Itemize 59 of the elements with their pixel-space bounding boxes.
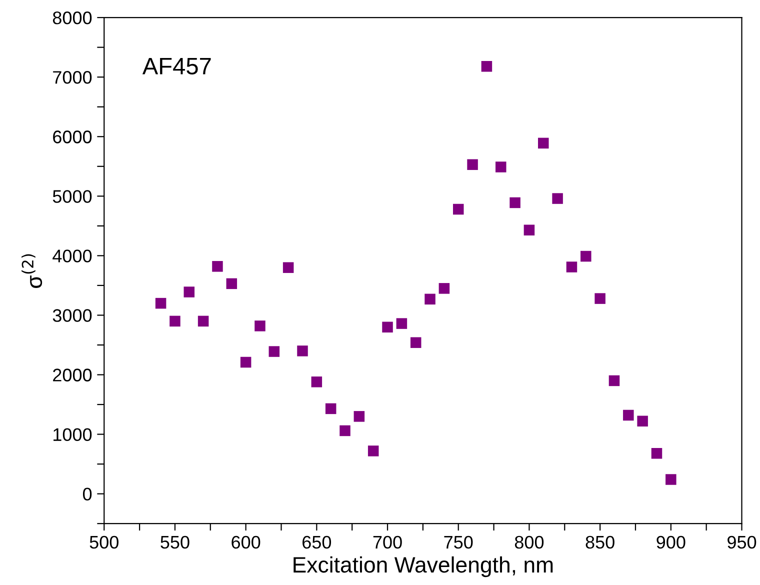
point	[382, 322, 393, 332]
point	[608, 375, 620, 386]
x-tick-label: 500	[90, 536, 118, 549]
point	[637, 416, 648, 427]
x-tick-label: 950	[728, 536, 756, 549]
point	[155, 298, 166, 309]
y-tick-label: 0	[82, 488, 92, 501]
point	[212, 261, 223, 272]
x-tick-label: 750	[444, 536, 473, 549]
point	[552, 193, 563, 204]
point	[467, 159, 478, 170]
annotation: AF457	[142, 58, 211, 74]
y-tick-label: 7000	[53, 71, 92, 84]
y-tick-label: 1000	[54, 428, 92, 441]
point	[666, 474, 676, 485]
x-tick-label: 650	[302, 536, 332, 549]
point	[495, 162, 506, 172]
point	[254, 320, 266, 332]
point	[524, 224, 535, 236]
x-tick-label: 850	[586, 536, 614, 549]
y-tick-label: 5000	[52, 190, 92, 203]
y-tick-label: 6000	[53, 130, 92, 144]
point	[311, 376, 322, 388]
y-axis-title: σ$^{(2)}$	[22, 254, 42, 288]
point	[240, 356, 252, 368]
point	[438, 283, 450, 294]
y-tick-label: 8000	[52, 11, 92, 24]
point	[651, 448, 662, 459]
point	[368, 446, 379, 456]
point	[452, 204, 464, 215]
point	[538, 138, 549, 149]
point	[354, 411, 365, 422]
point	[340, 425, 350, 436]
point	[410, 337, 422, 348]
point	[170, 316, 180, 327]
point	[198, 316, 209, 327]
point	[325, 403, 336, 414]
point	[481, 60, 492, 72]
point	[623, 410, 634, 421]
point	[282, 262, 294, 273]
x-tick-label: 550	[160, 536, 190, 549]
point	[566, 262, 578, 272]
x-tick-label: 700	[373, 536, 402, 549]
x-axis-title: Excitation Wavelength, nm	[294, 556, 553, 578]
x-tick-label: 900	[656, 536, 686, 549]
point	[594, 293, 606, 304]
point	[396, 318, 408, 329]
point	[424, 294, 436, 305]
point	[580, 250, 592, 262]
point	[226, 278, 238, 290]
point	[184, 286, 195, 298]
y-tick-label: 4000	[52, 250, 92, 262]
x-tick-label: 800	[514, 536, 544, 549]
y-tick-label: 3000	[52, 309, 92, 322]
y-tick-label: 2000	[53, 368, 92, 382]
x-tick-label: 600	[232, 536, 260, 549]
point	[268, 346, 280, 357]
point	[297, 346, 308, 356]
point	[510, 197, 520, 208]
